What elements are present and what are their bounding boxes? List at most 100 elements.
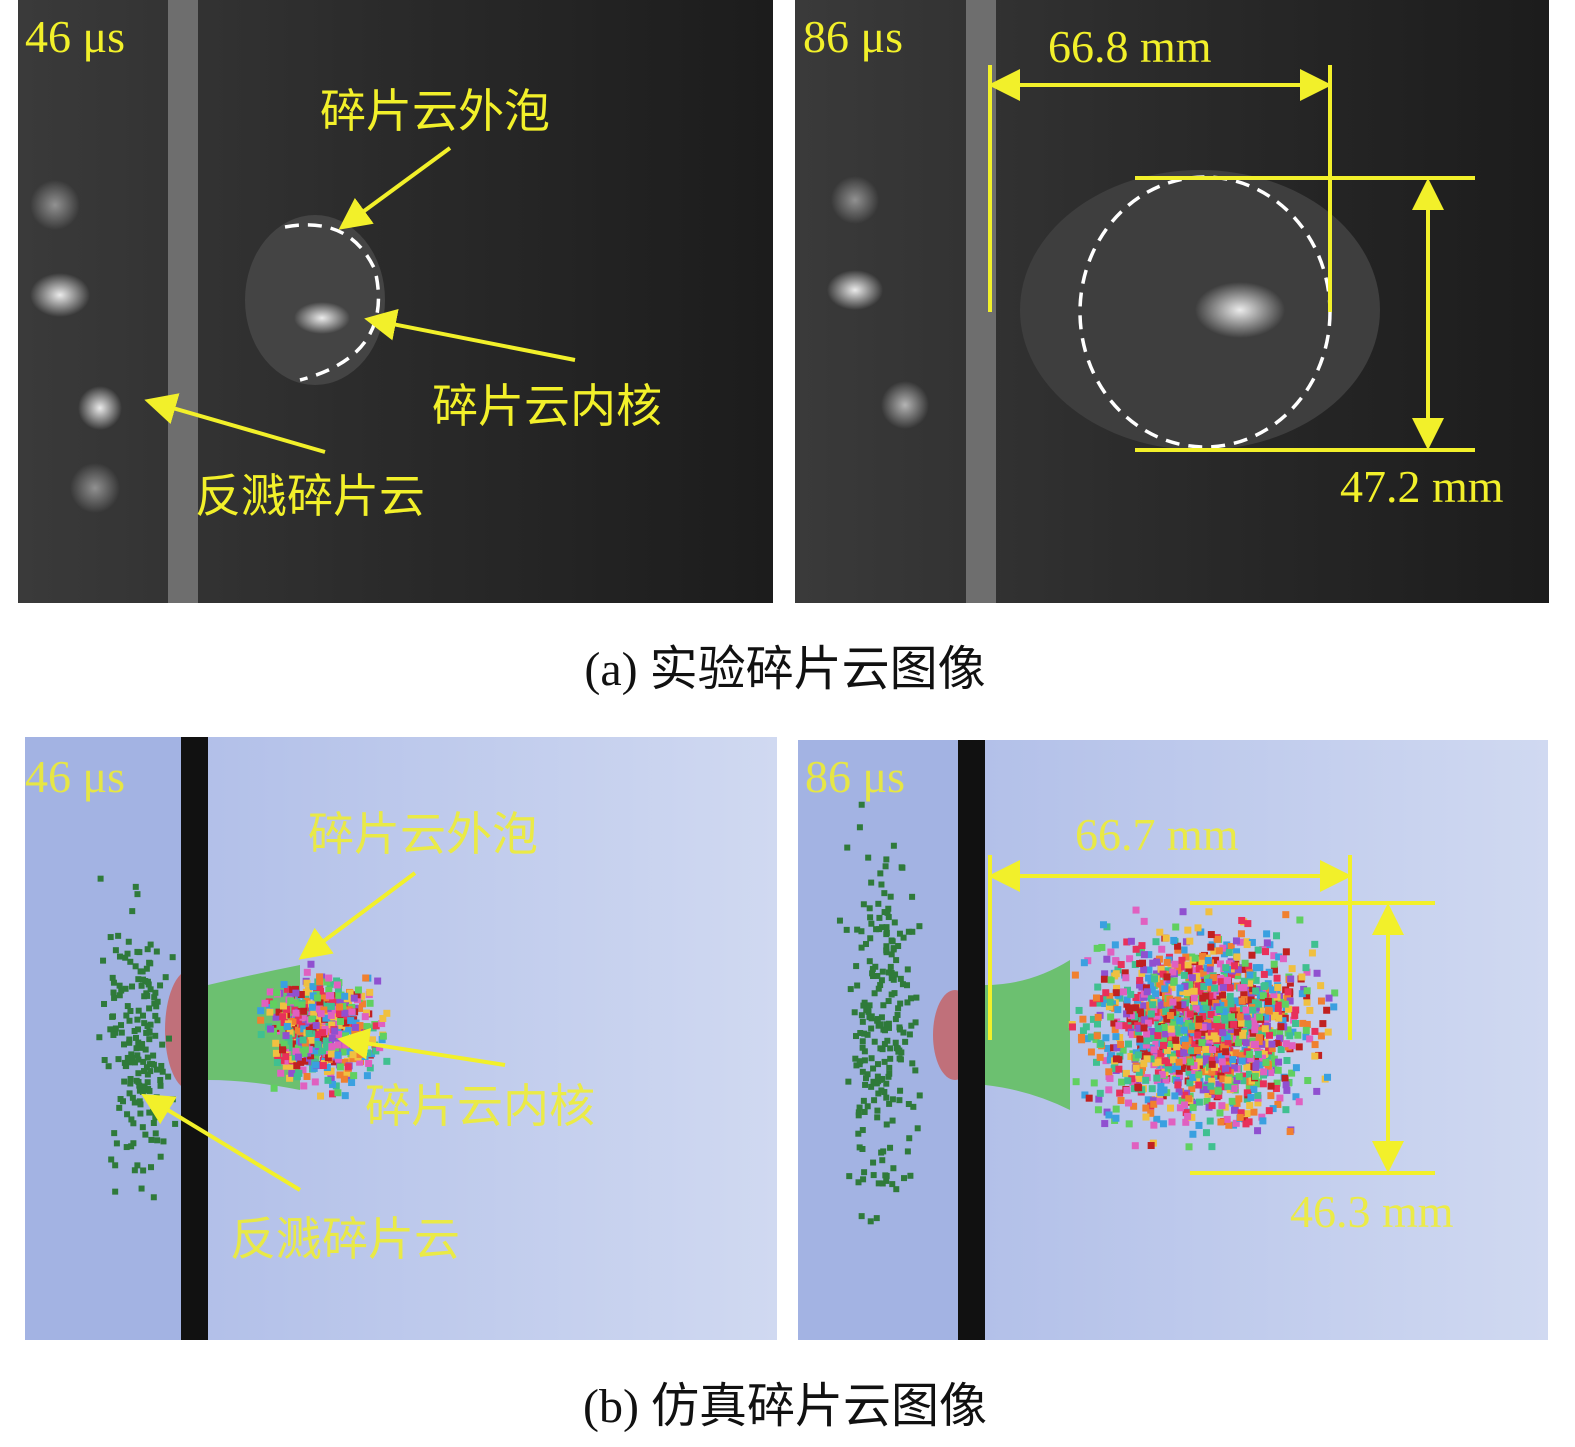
particle <box>1107 1013 1115 1021</box>
particle <box>142 1046 149 1053</box>
particle <box>912 1019 919 1026</box>
particle <box>364 1049 372 1057</box>
particle <box>1189 1104 1197 1112</box>
particle <box>1241 1115 1249 1123</box>
particle <box>1092 994 1100 1002</box>
particle <box>1240 977 1248 985</box>
particle <box>1262 948 1270 956</box>
particle <box>334 985 342 993</box>
particle <box>1120 1022 1128 1030</box>
particle <box>383 1009 391 1017</box>
particle <box>1330 1003 1338 1011</box>
particle <box>1243 1063 1251 1071</box>
particle <box>1201 1032 1209 1040</box>
particle <box>1116 1034 1124 1042</box>
particle <box>1206 965 1214 973</box>
particle <box>1281 1000 1289 1008</box>
particle <box>1213 1040 1221 1048</box>
particle <box>1259 1117 1267 1125</box>
particle <box>1195 1021 1203 1029</box>
particle <box>1211 984 1219 992</box>
particle <box>1203 1097 1211 1105</box>
particle <box>874 1016 881 1023</box>
particle <box>1139 1043 1147 1051</box>
particle <box>328 1034 336 1042</box>
particle <box>279 1013 287 1021</box>
particle <box>128 1116 135 1123</box>
particle <box>882 863 889 870</box>
particle <box>1281 1074 1289 1082</box>
particle <box>354 986 362 994</box>
particle <box>1094 1106 1102 1114</box>
particle <box>1093 1032 1101 1040</box>
particle <box>868 920 875 927</box>
caption: (a) 实验碎片云图像 <box>584 643 985 696</box>
particle <box>1242 1006 1250 1014</box>
particle <box>1294 1031 1302 1039</box>
particle <box>310 1008 318 1016</box>
particle <box>1216 960 1224 968</box>
particle <box>1262 1059 1270 1067</box>
particle <box>343 1013 351 1021</box>
particle <box>100 957 107 964</box>
particle <box>342 1041 350 1049</box>
particle <box>1208 1143 1216 1151</box>
particle <box>1141 1016 1149 1024</box>
particle <box>157 982 164 989</box>
particle <box>116 992 123 999</box>
simulation-annotations: 46 μs 碎片云外泡 碎片云内核 反溅碎片云 86 μs 66.7 mm 46… <box>25 751 1454 1265</box>
particle <box>1167 1040 1175 1048</box>
particle <box>1173 1062 1181 1070</box>
particle <box>323 978 331 986</box>
particle <box>1128 1075 1136 1083</box>
particle <box>376 1044 384 1052</box>
particle <box>287 1064 295 1072</box>
particle <box>1184 961 1192 969</box>
particle <box>1124 986 1132 994</box>
annotation: 反溅碎片云 <box>230 1214 460 1265</box>
particle <box>1233 1099 1241 1107</box>
particle <box>1161 1057 1169 1065</box>
particle <box>1249 1006 1257 1014</box>
particle <box>127 1059 134 1066</box>
particle <box>323 1050 331 1058</box>
particle <box>1204 957 1212 965</box>
particle <box>1263 930 1271 938</box>
particle <box>883 1080 890 1087</box>
particle <box>1229 1056 1237 1064</box>
particle <box>862 1081 869 1088</box>
particle <box>144 1054 151 1061</box>
particle <box>1106 1056 1114 1064</box>
particle <box>1210 947 1218 955</box>
particle <box>1205 968 1213 976</box>
particle <box>1152 1040 1160 1048</box>
particle <box>1256 1007 1264 1015</box>
particle <box>133 1045 140 1052</box>
particle <box>1090 1079 1098 1087</box>
particle <box>116 953 123 960</box>
particle <box>1185 1143 1193 1151</box>
particle <box>871 1097 878 1104</box>
particle <box>1232 1119 1240 1127</box>
particle <box>878 1014 885 1021</box>
particle <box>356 1022 364 1030</box>
particle <box>1185 1068 1193 1076</box>
particle <box>1306 1006 1314 1014</box>
particle <box>1324 1028 1332 1036</box>
particle <box>270 1000 278 1008</box>
particle <box>1264 997 1272 1005</box>
particle <box>1202 1086 1210 1094</box>
particle <box>1172 1036 1180 1044</box>
particle <box>1173 1043 1181 1051</box>
particle <box>134 891 141 898</box>
particle <box>316 973 324 981</box>
particle <box>112 1025 119 1032</box>
particle <box>299 1013 307 1021</box>
particle <box>350 1072 358 1080</box>
particle <box>1246 979 1254 987</box>
particle <box>1156 1058 1164 1066</box>
particle <box>1315 1051 1323 1059</box>
particle <box>1152 1059 1160 1067</box>
particle <box>128 1143 135 1150</box>
particle <box>1226 992 1234 1000</box>
